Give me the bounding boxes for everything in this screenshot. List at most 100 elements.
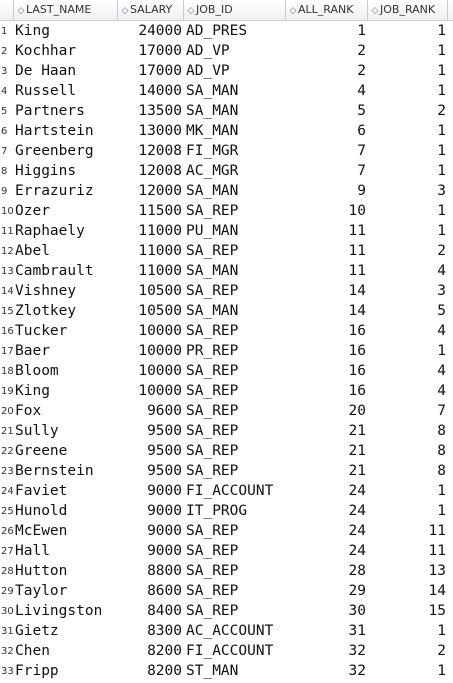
cell-salary[interactable]: 9500 [147,463,182,479]
row-number[interactable]: 21 [1,426,14,437]
cell-job-id[interactable]: SA_MAN [186,183,239,199]
row-number[interactable]: 32 [1,646,14,657]
cell-job-id[interactable]: SA_REP [186,363,239,379]
cell-salary[interactable]: 14000 [138,83,182,99]
row-number[interactable]: 19 [1,386,14,397]
cell-job-rank[interactable]: 4 [437,323,446,339]
cell-job-rank[interactable]: 4 [437,383,446,399]
cell-job-id[interactable]: PR_REP [186,343,239,359]
row-number[interactable]: 17 [1,346,14,357]
cell-last-name[interactable]: King [15,383,50,399]
cell-last-name[interactable]: Hall [15,543,50,559]
cell-all-rank[interactable]: 2 [357,43,366,59]
cell-last-name[interactable]: Faviet [15,483,68,499]
cell-last-name[interactable]: Cambrault [15,263,94,279]
cell-all-rank[interactable]: 11 [348,243,366,259]
cell-last-name[interactable]: Vishney [15,283,77,299]
column-header-salary[interactable]: ◇ SALARY [118,0,184,20]
table-row[interactable]: 12 Abel 11000 SA_REP 11 2 [0,241,453,261]
table-row[interactable]: 6 Hartstein 13000 MK_MAN 6 1 [0,121,453,141]
table-row[interactable]: 1 King 24000 AD_PRES 1 1 [0,21,453,41]
table-row[interactable]: 30 Livingston 8400 SA_REP 30 15 [0,601,453,621]
table-row[interactable]: 27 Hall 9000 SA_REP 24 11 [0,541,453,561]
cell-all-rank[interactable]: 21 [348,463,366,479]
cell-all-rank[interactable]: 24 [348,543,366,559]
cell-salary[interactable]: 17000 [138,63,182,79]
row-number[interactable]: 6 [1,126,8,137]
cell-all-rank[interactable]: 7 [357,143,366,159]
cell-job-id[interactable]: MK_MAN [186,123,239,139]
cell-job-rank[interactable]: 1 [437,663,446,679]
table-row[interactable]: 26 McEwen 9000 SA_REP 24 11 [0,521,453,541]
cell-salary[interactable]: 9500 [147,443,182,459]
cell-job-id[interactable]: SA_REP [186,443,239,459]
cell-job-rank[interactable]: 7 [437,403,446,419]
cell-job-rank[interactable]: 4 [437,263,446,279]
cell-all-rank[interactable]: 20 [348,403,366,419]
table-row[interactable]: 21 Sully 9500 SA_REP 21 8 [0,421,453,441]
cell-job-rank[interactable]: 1 [437,143,446,159]
cell-job-rank[interactable]: 3 [437,283,446,299]
cell-last-name[interactable]: Partners [15,103,85,119]
cell-job-rank[interactable]: 1 [437,623,446,639]
row-number[interactable]: 16 [1,326,14,337]
row-number[interactable]: 27 [1,546,14,557]
column-sort-icon[interactable]: ◇ [187,6,195,16]
cell-all-rank[interactable]: 24 [348,503,366,519]
cell-salary[interactable]: 9500 [147,423,182,439]
cell-all-rank[interactable]: 32 [348,643,366,659]
cell-salary[interactable]: 11500 [138,203,182,219]
row-number[interactable]: 1 [1,26,8,37]
table-row[interactable]: 18 Bloom 10000 SA_REP 16 4 [0,361,453,381]
cell-all-rank[interactable]: 14 [348,283,366,299]
cell-last-name[interactable]: McEwen [15,523,68,539]
cell-job-rank[interactable]: 8 [437,423,446,439]
cell-job-id[interactable]: FI_ACCOUNT [186,643,274,659]
cell-last-name[interactable]: Hartstein [15,123,94,139]
cell-all-rank[interactable]: 11 [348,263,366,279]
cell-job-id[interactable]: SA_REP [186,203,239,219]
cell-job-id[interactable]: AC_ACCOUNT [186,623,274,639]
table-row[interactable]: 2 Kochhar 17000 AD_VP 2 1 [0,41,453,61]
cell-job-rank[interactable]: 1 [437,23,446,39]
cell-last-name[interactable]: Kochhar [15,43,77,59]
cell-all-rank[interactable]: 10 [348,203,366,219]
row-number[interactable]: 25 [1,506,14,517]
table-row[interactable]: 22 Greene 9500 SA_REP 21 8 [0,441,453,461]
cell-salary[interactable]: 24000 [138,23,182,39]
table-row[interactable]: 17 Baer 10000 PR_REP 16 1 [0,341,453,361]
cell-salary[interactable]: 11000 [138,263,182,279]
cell-job-id[interactable]: AC_MGR [186,163,239,179]
cell-job-rank[interactable]: 1 [437,503,446,519]
cell-all-rank[interactable]: 28 [348,563,366,579]
table-row[interactable]: 24 Faviet 9000 FI_ACCOUNT 24 1 [0,481,453,501]
row-number[interactable]: 12 [1,246,14,257]
table-row[interactable]: 19 King 10000 SA_REP 16 4 [0,381,453,401]
cell-last-name[interactable]: Greene [15,443,68,459]
cell-last-name[interactable]: Hunold [15,503,68,519]
cell-salary[interactable]: 9600 [147,403,182,419]
cell-last-name[interactable]: Baer [15,343,50,359]
column-header-job-id[interactable]: ◇ JOB_ID [184,0,286,20]
cell-last-name[interactable]: Higgins [15,163,77,179]
column-header-job-rank[interactable]: ◇ JOB_RANK [368,0,448,20]
cell-job-id[interactable]: SA_REP [186,543,239,559]
cell-last-name[interactable]: Ozer [15,203,50,219]
cell-job-rank[interactable]: 1 [437,203,446,219]
cell-salary[interactable]: 8800 [147,563,182,579]
table-row[interactable]: 9 Errazuriz 12000 SA_MAN 9 3 [0,181,453,201]
cell-job-id[interactable]: SA_REP [186,323,239,339]
cell-last-name[interactable]: Abel [15,243,50,259]
cell-salary[interactable]: 17000 [138,43,182,59]
table-row[interactable]: 10 Ozer 11500 SA_REP 10 1 [0,201,453,221]
cell-salary[interactable]: 12008 [138,143,182,159]
cell-salary[interactable]: 10000 [138,343,182,359]
cell-job-rank[interactable]: 3 [437,183,446,199]
cell-salary[interactable]: 8600 [147,583,182,599]
row-number[interactable]: 2 [1,46,8,57]
cell-job-id[interactable]: SA_REP [186,583,239,599]
cell-job-rank[interactable]: 2 [437,103,446,119]
cell-job-id[interactable]: SA_REP [186,383,239,399]
cell-salary[interactable]: 13000 [138,123,182,139]
cell-job-rank[interactable]: 14 [428,583,446,599]
